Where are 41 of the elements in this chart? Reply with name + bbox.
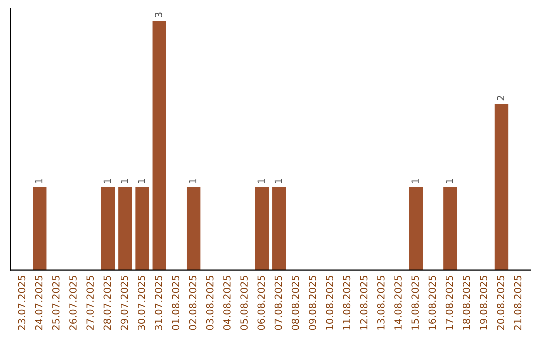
data-label: 2 <box>497 96 504 101</box>
x-tick-label: 28.07.2025 <box>104 276 112 330</box>
data-label: 1 <box>258 179 265 184</box>
x-tick-label: 04.08.2025 <box>224 276 231 330</box>
data-label: 1 <box>274 179 282 184</box>
data-label: 1 <box>121 179 128 184</box>
x-tick-label: 17.08.2025 <box>446 276 454 330</box>
data-label: 1 <box>35 179 43 184</box>
x-tick-label: 21.08.2025 <box>514 276 522 330</box>
x-tick-label: 13.08.2025 <box>377 276 385 330</box>
x-tick-label: 02.08.2025 <box>189 276 197 330</box>
x-tick-label: 26.07.2025 <box>70 276 77 330</box>
x-tick-label: 07.08.2025 <box>274 276 282 330</box>
x-tick-label: 27.07.2025 <box>86 276 94 330</box>
x-tick-label: 01.08.2025 <box>172 276 180 330</box>
data-label: 1 <box>446 179 454 184</box>
x-tick-label: 30.07.2025 <box>138 276 146 330</box>
data-label: 1 <box>104 179 111 184</box>
x-tick-label: 25.07.2025 <box>52 276 60 330</box>
x-tick-label: 08.08.2025 <box>292 276 300 330</box>
x-tick-label: 18.08.2025 <box>462 276 470 330</box>
x-tick-label: 14.08.2025 <box>394 276 402 330</box>
data-label: 1 <box>412 179 419 184</box>
x-tick-label: 03.08.2025 <box>206 276 214 330</box>
x-tick-label: 11.08.2025 <box>343 276 351 330</box>
x-tick-label: 20.08.2025 <box>497 276 505 330</box>
x-tick-label: 23.07.2025 <box>18 276 26 330</box>
x-tick-label: 29.07.2025 <box>120 276 128 330</box>
x-tick-label: 15.08.2025 <box>412 276 420 330</box>
x-tick-label: 06.08.2025 <box>258 276 266 330</box>
x-tick-label: 05.08.2025 <box>240 276 248 330</box>
x-tick-label: 24.07.2025 <box>35 276 43 330</box>
data-label: 3 <box>155 12 162 18</box>
x-tick-label: 09.08.2025 <box>309 276 316 330</box>
x-tick-label: 31.07.2025 <box>155 276 162 330</box>
x-tick-label: 12.08.2025 <box>360 276 368 330</box>
x-tick-label: 19.08.2025 <box>480 276 488 330</box>
data-label: 1 <box>189 179 197 184</box>
data-label: 1 <box>138 179 146 184</box>
x-tick-label: 10.08.2025 <box>326 276 334 330</box>
x-tick-label: 16.08.2025 <box>428 276 436 330</box>
